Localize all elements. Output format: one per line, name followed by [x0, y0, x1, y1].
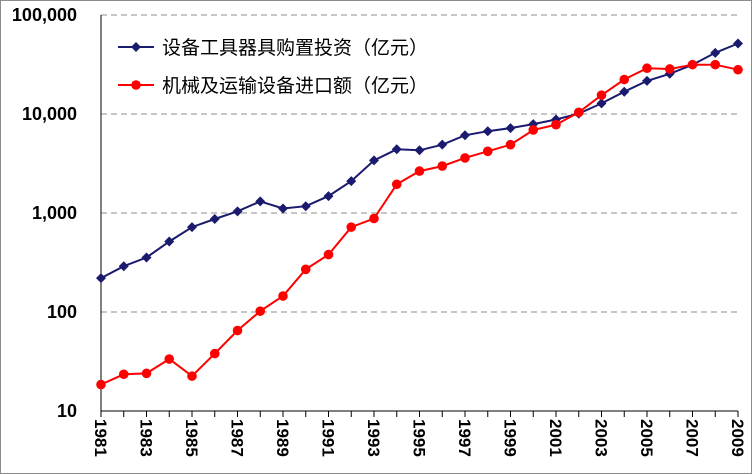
- series-2-point: [209, 348, 220, 359]
- series-1-point: [255, 196, 266, 207]
- series-2-point: [96, 379, 106, 390]
- series-1-point: [369, 155, 379, 166]
- series-1-point: [460, 130, 470, 141]
- x-tick-label: 2005: [637, 419, 656, 457]
- series-2-point: [278, 291, 288, 301]
- series-2-point: [710, 59, 721, 70]
- series-1-point: [118, 261, 129, 272]
- legend-marker-1: [131, 42, 141, 52]
- series-2-point: [573, 107, 584, 118]
- series-2-point: [232, 325, 243, 336]
- series-2-point: [118, 369, 129, 380]
- axes: [100, 15, 739, 417]
- y-tick-label: 10: [57, 401, 77, 421]
- series-1-point: [232, 206, 243, 217]
- series-1-point: [710, 47, 721, 58]
- series-2-point: [733, 64, 743, 75]
- series-1-point: [391, 144, 402, 155]
- series-2-point: [664, 64, 675, 74]
- series-2-point: [391, 179, 402, 190]
- series-2-point: [687, 59, 698, 70]
- y-tick-label: 100: [47, 302, 77, 322]
- x-tick-label: 1999: [501, 419, 520, 457]
- x-tick-label: 1985: [182, 419, 201, 457]
- y-tick-label: 10,000: [22, 104, 77, 124]
- x-tick-label: 2007: [683, 419, 702, 457]
- series-2-point: [642, 63, 652, 74]
- y-axis-ticks: 10 100 1,000 10,000 100,000: [12, 5, 77, 421]
- series-2-point: [619, 74, 630, 85]
- x-tick-label: 1991: [319, 419, 338, 457]
- series-2-point: [323, 249, 334, 260]
- series-2-point: [414, 166, 425, 176]
- x-tick-label: 1987: [228, 419, 247, 457]
- series-1-point: [96, 273, 106, 284]
- series-2-point: [164, 354, 175, 364]
- series-2-point: [255, 306, 266, 316]
- series-1-point: [300, 201, 311, 212]
- series-2-point: [141, 368, 152, 379]
- series-1-point: [141, 252, 152, 263]
- series-1-point: [619, 86, 630, 97]
- series-1-point: [209, 213, 220, 224]
- x-axis-ticks: 1981 1983 1985 1987 1989 1991 1993 1995 1997 1999…: [91, 419, 747, 457]
- series-2-point: [596, 90, 607, 100]
- series-1-point: [278, 203, 288, 214]
- x-tick-label: 1983: [137, 419, 156, 457]
- series-2-point: [505, 139, 516, 150]
- series-2-point: [482, 146, 493, 157]
- gridlines: [101, 14, 738, 313]
- legend-marker-2: [131, 80, 141, 90]
- series-2-point: [437, 161, 448, 171]
- series-1-point: [482, 126, 493, 137]
- x-tick-label: 1997: [455, 419, 474, 457]
- y-tick-label: 100,000: [12, 5, 77, 25]
- series-1-point: [437, 139, 448, 150]
- series-2-point: [187, 371, 197, 381]
- x-tick-label: 1989: [273, 419, 292, 457]
- x-tick-label: 2003: [592, 419, 611, 457]
- x-tick-label: 1993: [364, 419, 383, 457]
- series-1-point: [346, 176, 357, 187]
- series-1-point: [733, 38, 743, 49]
- series-2-point: [369, 213, 379, 224]
- series-1-point: [164, 236, 175, 247]
- y-tick-label: 1,000: [32, 203, 77, 223]
- series-1-point: [642, 75, 652, 86]
- series-2-point: [460, 153, 470, 163]
- x-tick-label: 2009: [728, 419, 747, 457]
- legend-label-2: 机械及运输设备进口额（亿元）: [162, 75, 428, 97]
- series-1-point: [323, 191, 334, 202]
- series-1-point: [505, 123, 516, 134]
- legend-label-1: 设备工具器具购置投资（亿元）: [162, 37, 428, 59]
- series-2-point: [551, 119, 561, 130]
- series-2-point: [346, 222, 357, 232]
- x-tick-label: 2001: [546, 419, 565, 457]
- x-tick-label: 1981: [91, 419, 110, 457]
- series-group: [96, 38, 743, 390]
- series-2-point: [528, 125, 539, 135]
- series-1-point: [187, 222, 197, 233]
- series-2-point: [300, 264, 311, 275]
- legend: 设备工具器具购置投资（亿元） 机械及运输设备进口额（亿元）: [118, 37, 428, 97]
- x-tick-label: 1995: [410, 419, 429, 457]
- series-1-point: [414, 145, 425, 156]
- series-1-point: [596, 98, 607, 109]
